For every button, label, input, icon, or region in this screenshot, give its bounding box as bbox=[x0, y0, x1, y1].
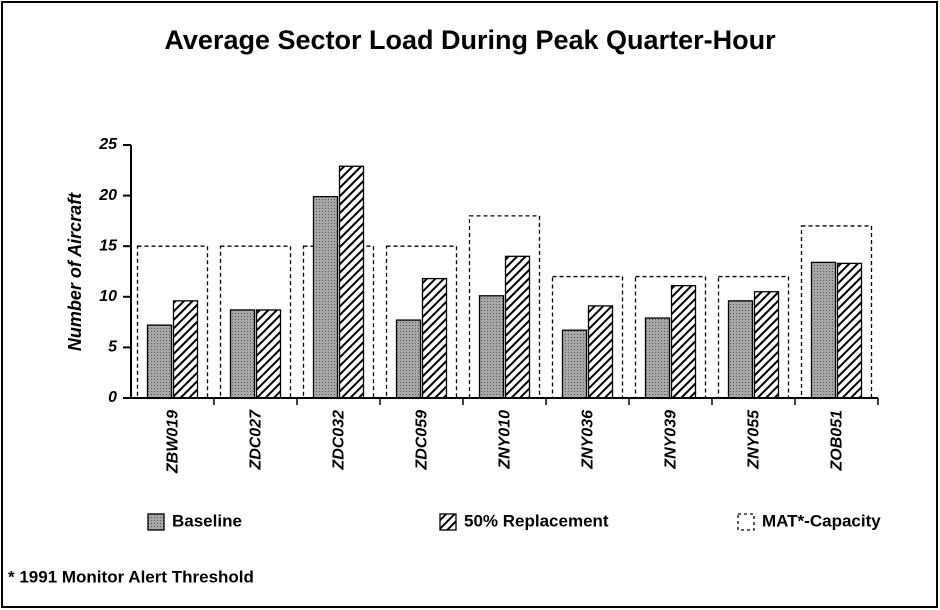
legend-label: Baseline bbox=[172, 511, 242, 530]
footnote: * 1991 Monitor Alert Threshold bbox=[8, 567, 254, 586]
x-tick-label: ZNY039 bbox=[663, 410, 680, 470]
bar bbox=[312, 195, 339, 399]
legend-swatch bbox=[147, 513, 165, 531]
legend-swatch bbox=[439, 513, 457, 531]
legend-swatch bbox=[737, 513, 755, 531]
legend-label: 50% Replacement bbox=[464, 511, 609, 530]
x-tick-label: ZDC027 bbox=[248, 409, 265, 471]
x-tick-label: ZNY010 bbox=[497, 410, 514, 470]
bar bbox=[810, 261, 837, 399]
x-tick-label: ZOB051 bbox=[829, 410, 846, 472]
bar bbox=[504, 255, 531, 399]
y-tick-label: 0 bbox=[108, 389, 117, 406]
y-tick-label: 25 bbox=[98, 136, 118, 153]
bar bbox=[421, 277, 448, 399]
y-tick-label: 20 bbox=[98, 187, 117, 204]
bar bbox=[338, 165, 365, 399]
bar bbox=[395, 319, 422, 399]
chart-title: Average Sector Load During Peak Quarter-… bbox=[164, 25, 776, 55]
bar bbox=[561, 329, 588, 399]
bar bbox=[727, 300, 754, 399]
capacity-box bbox=[302, 245, 375, 399]
y-tick-label: 15 bbox=[99, 237, 118, 254]
capacity-box bbox=[800, 225, 873, 399]
bar bbox=[255, 309, 282, 399]
y-tick-label: 10 bbox=[99, 288, 117, 305]
bar bbox=[670, 285, 697, 399]
x-tick-label: ZNY055 bbox=[746, 409, 763, 470]
capacity-box bbox=[385, 245, 458, 399]
x-tick-label: ZBW019 bbox=[165, 410, 182, 474]
y-tick-label: 5 bbox=[108, 339, 118, 356]
bar bbox=[146, 324, 173, 399]
x-tick-label: ZDC032 bbox=[331, 410, 348, 471]
capacity-box bbox=[219, 245, 292, 399]
bar bbox=[644, 317, 671, 399]
x-tick-label: ZNY036 bbox=[580, 410, 597, 470]
x-tick-label: ZDC059 bbox=[414, 410, 431, 471]
capacity-box bbox=[136, 245, 209, 399]
y-axis-label: Number of Aircraft bbox=[65, 192, 85, 351]
bar bbox=[753, 291, 780, 399]
bar bbox=[836, 262, 863, 399]
bar bbox=[587, 305, 614, 399]
bar bbox=[229, 309, 256, 399]
bar bbox=[172, 300, 199, 399]
legend-label: MAT*-Capacity bbox=[762, 511, 881, 530]
bar bbox=[478, 295, 505, 399]
